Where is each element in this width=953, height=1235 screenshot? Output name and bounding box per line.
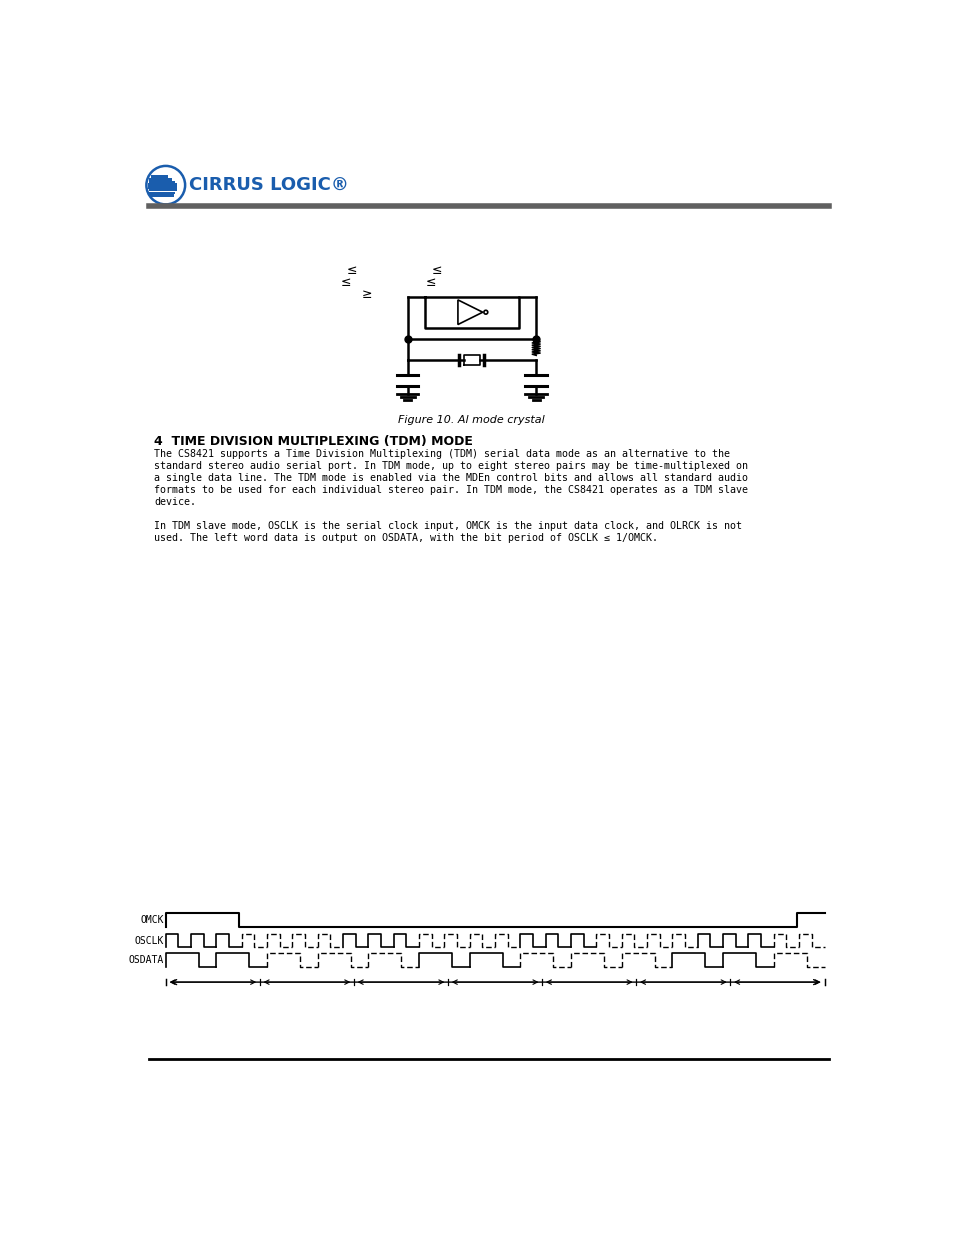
Text: formats to be used for each individual stereo pair. In TDM mode, the CS8421 oper: formats to be used for each individual s… <box>154 485 747 495</box>
Text: ≤: ≤ <box>340 277 351 289</box>
Text: device.: device. <box>154 496 196 508</box>
Polygon shape <box>149 189 176 191</box>
Text: In TDM slave mode, OSCLK is the serial clock input, OMCK is the input data clock: In TDM slave mode, OSCLK is the serial c… <box>154 521 741 531</box>
Text: ≥: ≥ <box>361 288 372 301</box>
Text: OSDATA: OSDATA <box>129 955 164 965</box>
Text: a single data line. The TDM mode is enabled via the MDEn control bits and allows: a single data line. The TDM mode is enab… <box>154 473 747 483</box>
Text: Figure 10. Al mode crystal: Figure 10. Al mode crystal <box>398 415 545 425</box>
Polygon shape <box>150 178 172 180</box>
Text: ≤: ≤ <box>432 264 442 277</box>
Text: CIRRUS LOGIC®: CIRRUS LOGIC® <box>189 177 349 194</box>
Text: 4  TIME DIVISION MULTIPLEXING (TDM) MODE: 4 TIME DIVISION MULTIPLEXING (TDM) MODE <box>154 436 473 448</box>
Polygon shape <box>150 191 174 194</box>
Text: OSCLK: OSCLK <box>134 936 164 946</box>
Text: standard stereo audio serial port. In TDM mode, up to eight stereo pairs may be : standard stereo audio serial port. In TD… <box>154 461 747 472</box>
Text: OMCK: OMCK <box>140 915 164 925</box>
Text: ≤: ≤ <box>346 264 356 277</box>
Polygon shape <box>149 180 174 183</box>
Polygon shape <box>150 194 173 196</box>
Text: The CS8421 supports a Time Division Multiplexing (TDM) serial data mode as an al: The CS8421 supports a Time Division Mult… <box>154 450 729 459</box>
Text: used. The left word data is output on OSDATA, with the bit period of OSCLK ≤ 1/O: used. The left word data is output on OS… <box>154 532 658 543</box>
Polygon shape <box>148 184 176 186</box>
Polygon shape <box>457 300 482 325</box>
Text: ≤: ≤ <box>425 277 436 289</box>
Polygon shape <box>148 186 177 189</box>
Polygon shape <box>151 175 168 178</box>
